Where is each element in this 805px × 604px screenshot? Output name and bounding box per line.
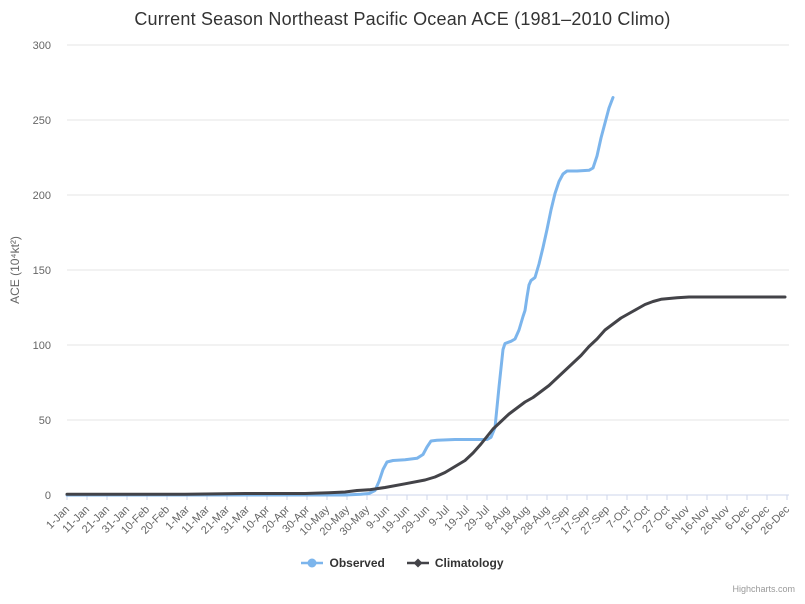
legend-item-climatology[interactable]: Climatology bbox=[406, 556, 504, 570]
y-tick-label: 250 bbox=[33, 115, 51, 127]
y-tick-label: 0 bbox=[45, 490, 51, 502]
y-tick-label: 50 bbox=[39, 415, 51, 427]
legend: Observed Climatology bbox=[0, 556, 805, 570]
climatology-line-diamond-icon bbox=[406, 558, 429, 568]
highcharts-credits-link[interactable]: Highcharts.com bbox=[732, 584, 795, 594]
y-axis-title: ACE (10⁴kt²) bbox=[8, 236, 22, 304]
y-tick-label: 100 bbox=[33, 340, 51, 352]
legend-label-observed: Observed bbox=[329, 556, 385, 570]
series-climatology-line[interactable] bbox=[65, 295, 787, 496]
y-tick-label: 300 bbox=[33, 40, 51, 52]
y-tick-label: 200 bbox=[33, 190, 51, 202]
observed-line-circle-icon bbox=[301, 558, 324, 568]
legend-item-observed[interactable]: Observed bbox=[301, 556, 385, 570]
chart-title: Current Season Northeast Pacific Ocean A… bbox=[134, 9, 671, 29]
series-observed-line[interactable] bbox=[65, 96, 615, 497]
y-tick-label: 150 bbox=[33, 265, 51, 277]
legend-label-climatology: Climatology bbox=[434, 556, 504, 570]
